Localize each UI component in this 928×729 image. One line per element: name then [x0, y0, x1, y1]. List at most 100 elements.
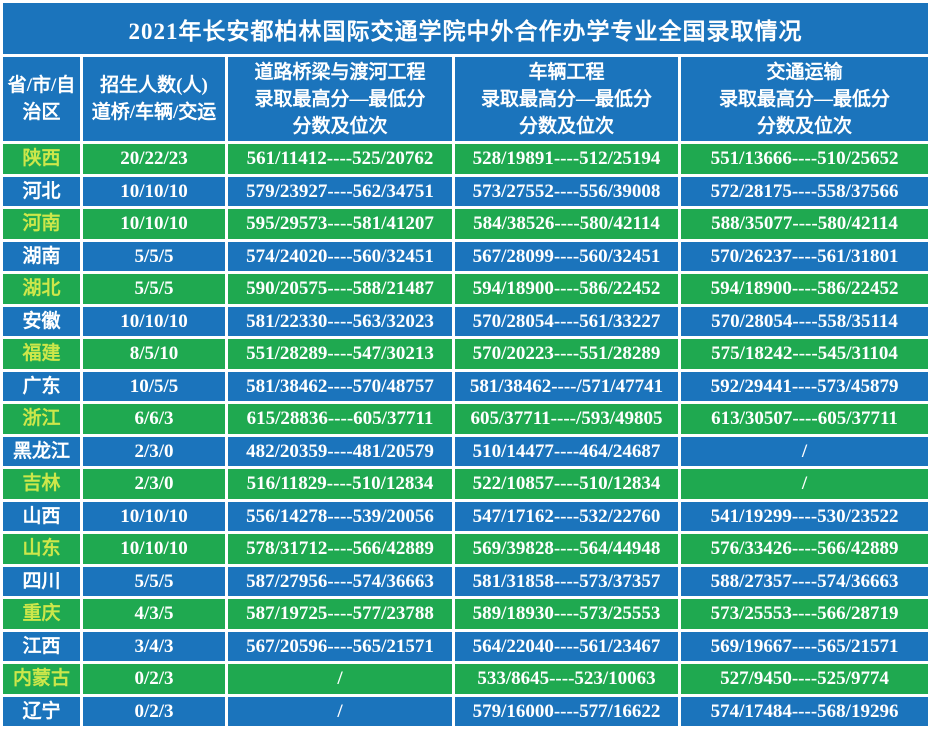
- cell-road-bridge: 556/14278----539/20056: [225, 498, 455, 534]
- table-row: 重庆 4/3/5 587/19725----577/23788 589/18930--…: [0, 596, 928, 632]
- table-row: 陕西 20/22/23 561/11412----525/20762 528/1989…: [0, 141, 928, 177]
- cell-province: 重庆: [0, 596, 83, 632]
- cell-province: 湖北: [0, 271, 83, 307]
- column-header-1: 省/市/自治区: [0, 54, 83, 144]
- cell-road-bridge: 574/24020----560/32451: [225, 238, 455, 274]
- column-header-line: 车辆工程: [528, 61, 605, 83]
- table-row: 河南 10/10/10 595/29573----581/41207 584/3852…: [0, 206, 928, 242]
- cell-enrollment: 10/10/10: [80, 498, 228, 534]
- cell-province: 内蒙古: [0, 661, 83, 697]
- cell-enrollment: 20/22/23: [80, 141, 228, 177]
- cell-road-bridge: 595/29573----581/41207: [225, 206, 455, 242]
- cell-enrollment: 10/10/10: [80, 173, 228, 209]
- cell-province: 福建: [0, 336, 83, 372]
- cell-transport: 569/19667----565/21571: [677, 628, 928, 664]
- table-row: 吉林 2/3/0 516/11829----510/12834 522/10857--…: [0, 466, 928, 502]
- cell-province: 河北: [0, 173, 83, 209]
- cell-vehicle: 594/18900----586/22452: [452, 271, 681, 307]
- cell-enrollment: 2/3/0: [80, 466, 228, 502]
- cell-enrollment: 10/5/5: [80, 368, 228, 404]
- cell-province: 安徽: [0, 303, 83, 339]
- cell-road-bridge: 561/11412----525/20762: [225, 141, 455, 177]
- cell-road-bridge: 615/28836----605/37711: [225, 401, 455, 437]
- cell-road-bridge: /: [225, 661, 455, 697]
- cell-road-bridge: 587/27956----574/36663: [225, 563, 455, 599]
- header-row: 省/市/自 治区 招生人数(人) 道桥/车辆/交运 道路桥梁与渡河工程 录取最高分—最低分…: [0, 54, 928, 144]
- cell-transport: 541/19299----530/23522: [677, 498, 928, 534]
- column-header-4: 车辆工程录取最高分—最低分 分数及位次: [452, 54, 681, 144]
- table-row: 河北 10/10/10 579/23927----562/34751 573/2755…: [0, 173, 928, 209]
- cell-enrollment: 5/5/5: [80, 563, 228, 599]
- cell-province: 广东: [0, 368, 83, 404]
- table-body: 陕西 20/22/23 561/11412----525/20762 528/1989…: [0, 141, 928, 729]
- cell-enrollment: 3/4/3: [80, 628, 228, 664]
- table-row: 浙江 6/6/3 615/28836----605/37711 605/37711--…: [0, 401, 928, 437]
- cell-province: 湖南: [0, 238, 83, 274]
- column-header-line: 道路桥梁与渡河工程: [254, 61, 426, 83]
- cell-vehicle: 581/31858----573/37357: [452, 563, 681, 599]
- cell-transport: 570/26237----561/31801: [677, 238, 928, 274]
- cell-vehicle: 605/37711----/593/49805: [452, 401, 681, 437]
- column-header-line: 录取最高分—最低分: [254, 88, 426, 110]
- cell-transport: 588/27357----574/36663: [677, 563, 928, 599]
- cell-province: 辽宁: [0, 693, 83, 729]
- cell-road-bridge: 578/31712----566/42889: [225, 531, 455, 567]
- cell-transport: 551/13666----510/25652: [677, 141, 928, 177]
- cell-transport: 613/30507----605/37711: [677, 401, 928, 437]
- cell-province: 江西: [0, 628, 83, 664]
- cell-enrollment: 10/10/10: [80, 206, 228, 242]
- cell-transport: 576/33426----566/42889: [677, 531, 928, 567]
- cell-enrollment: 6/6/3: [80, 401, 228, 437]
- cell-enrollment: 10/10/10: [80, 531, 228, 567]
- cell-transport: 570/28054----558/35114: [677, 303, 928, 339]
- column-header-line: 招生人数(人): [100, 75, 208, 96]
- table-row: 福建 8/5/10 551/28289----547/30213 570/20223-…: [0, 336, 928, 372]
- table-row: 山东 10/10/10 578/31712----566/42889 569/3982…: [0, 531, 928, 567]
- cell-province: 四川: [0, 563, 83, 599]
- cell-vehicle: 584/38526----580/42114: [452, 206, 681, 242]
- table-row: 山西 10/10/10 556/14278----539/20056 547/1716…: [0, 498, 928, 534]
- page-title: 2021年长安都柏林国际交通学院中外合作办学专业全国录取情况: [0, 0, 928, 57]
- cell-transport: 574/17484----568/19296: [677, 693, 928, 729]
- cell-road-bridge: /: [225, 693, 455, 729]
- cell-road-bridge: 516/11829----510/12834: [225, 466, 455, 502]
- cell-province: 吉林: [0, 466, 83, 502]
- cell-province: 黑龙江: [0, 433, 83, 469]
- column-header-line: 分数及位次: [518, 115, 614, 137]
- column-header-line: 录取最高分—最低分: [480, 88, 652, 110]
- column-header-3: 道路桥梁与渡河工程 录取最高分—最低分 分数及位次: [225, 54, 455, 144]
- column-header-line: 分数及位次: [292, 115, 388, 137]
- cell-vehicle: 581/38462----/571/47741: [452, 368, 681, 404]
- cell-vehicle: 510/14477----464/24687: [452, 433, 681, 469]
- cell-road-bridge: 482/20359----481/20579: [225, 433, 455, 469]
- cell-transport: 594/18900----586/22452: [677, 271, 928, 307]
- cell-road-bridge: 581/38462----570/48757: [225, 368, 455, 404]
- table-row: 四川 5/5/5 587/27956----574/36663 581/31858--…: [0, 563, 928, 599]
- cell-vehicle: 522/10857----510/12834: [452, 466, 681, 502]
- cell-province: 河南: [0, 206, 83, 242]
- cell-vehicle: 564/22040----561/23467: [452, 628, 681, 664]
- cell-road-bridge: 587/19725----577/23788: [225, 596, 455, 632]
- title-row: 2021年长安都柏林国际交通学院中外合作办学专业全国录取情况: [0, 0, 928, 57]
- column-header-line: 分数及位次: [757, 115, 853, 137]
- table-row: 湖南 5/5/5 574/24020----560/32451 567/28099--…: [0, 238, 928, 274]
- column-header-line: 交通运输: [766, 61, 843, 83]
- cell-enrollment: 2/3/0: [80, 433, 228, 469]
- cell-enrollment: 10/10/10: [80, 303, 228, 339]
- column-header-line: 道桥/车辆/交运: [91, 102, 217, 123]
- cell-province: 山西: [0, 498, 83, 534]
- column-header-line: 治区: [22, 102, 61, 123]
- cell-road-bridge: 579/23927----562/34751: [225, 173, 455, 209]
- table-row: 江西 3/4/3 567/20596----565/21571 564/22040--…: [0, 628, 928, 664]
- column-header-line: 省/市/自: [7, 75, 76, 96]
- table-row: 湖北 5/5/5 590/20575----588/21487 594/18900--…: [0, 271, 928, 307]
- cell-transport: 588/35077----580/42114: [677, 206, 928, 242]
- cell-vehicle: 579/16000----577/16622: [452, 693, 681, 729]
- column-header-2: 招生人数(人) 道桥/车辆/交运: [80, 54, 228, 144]
- table-row: 辽宁 0/2/3/579/16000----577/16622 574/17484-…: [0, 693, 928, 729]
- cell-enrollment: 4/3/5: [80, 596, 228, 632]
- cell-road-bridge: 590/20575----588/21487: [225, 271, 455, 307]
- table-row: 黑龙江 2/3/0 482/20359----481/20579 510/14477-…: [0, 433, 928, 469]
- cell-vehicle: 567/28099----560/32451: [452, 238, 681, 274]
